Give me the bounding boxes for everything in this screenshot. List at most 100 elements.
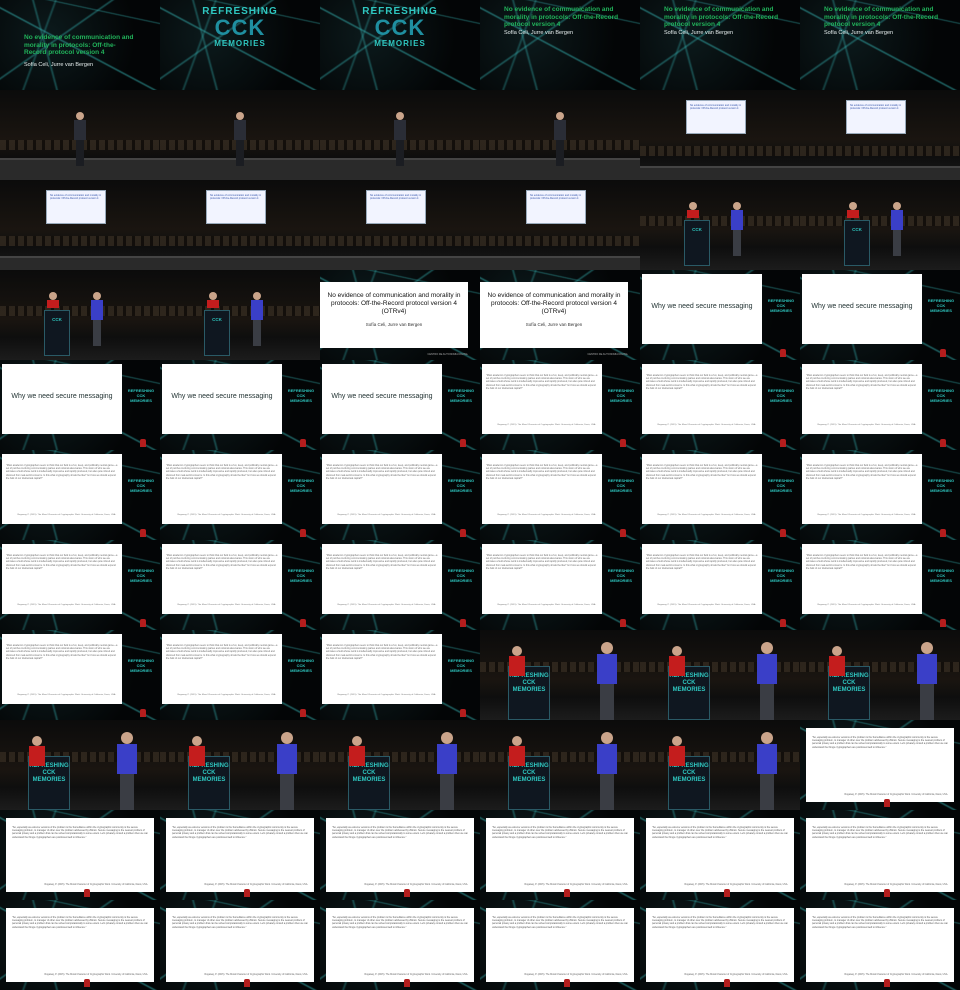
frame-logo[interactable]: REFRESHING CCK MEMORIES [320, 0, 480, 90]
frame-quote-slide[interactable]: "Most academic cryptographers seem to th… [0, 630, 160, 720]
frame-title-green[interactable]: No evidence of communication and moralit… [800, 0, 960, 90]
event-logo-small: REFRESHING CCK MEMORIES [927, 298, 955, 313]
quote-slide: "So, especially as extreme versions of t… [326, 818, 474, 892]
frame-quote-slide[interactable]: "Most academic cryptographers seem to th… [320, 450, 480, 540]
frame-quote-slide-2[interactable]: "So, especially as extreme versions of t… [160, 900, 320, 990]
frame-stage-screen[interactable]: No evidence of communication and moralit… [160, 180, 320, 270]
frame-quote-slide[interactable]: "Most academic cryptographers seem to th… [640, 540, 800, 630]
frame-podium-close[interactable]: REFRESHING CCK MEMORIES [320, 720, 480, 810]
frame-quote-slide[interactable]: "Most academic cryptographers seem to th… [160, 630, 320, 720]
frame-title-green[interactable]: No evidence of communication and moralit… [480, 0, 640, 90]
speaker-figure [554, 112, 566, 166]
quote-reference: Rogaway, P. (2015). The Moral Character … [17, 604, 116, 606]
speaker-inset [884, 889, 890, 897]
frame-quote-slide[interactable]: "Most academic cryptographers seem to th… [320, 540, 480, 630]
frame-podium-close[interactable]: REFRESHING CCK MEMORIES [480, 720, 640, 810]
frame-stage-screen[interactable]: No evidence of communication and moralit… [0, 180, 160, 270]
frame-section-slide[interactable]: Why we need secure messaging REFRESHING C… [800, 270, 960, 360]
frame-quote-slide[interactable]: "Most academic cryptographers seem to th… [160, 450, 320, 540]
event-logo-small: REFRESHING CCK MEMORIES [127, 478, 155, 493]
frame-podium-close[interactable]: REFRESHING CCK MEMORIES [480, 630, 640, 720]
frame-title-green[interactable]: No evidence of communication and moralit… [640, 0, 800, 90]
frame-stage-speaker[interactable] [0, 90, 160, 180]
frame-quote-slide[interactable]: "Most academic cryptographers seem to th… [480, 360, 640, 450]
frame-quote-slide-2[interactable]: "So, especially as extreme versions of t… [0, 810, 160, 900]
frame-podium-close[interactable]: REFRESHING CCK MEMORIES [800, 630, 960, 720]
speaker-inset [84, 889, 90, 897]
frame-podium[interactable]: CCK [0, 270, 160, 360]
frame-quote-slide-2[interactable]: "So, especially as extreme versions of t… [320, 900, 480, 990]
podium: CCK [844, 220, 870, 266]
frame-section-slide[interactable]: Why we need secure messaging REFRESHING C… [160, 360, 320, 450]
podium: CCK [204, 310, 230, 356]
frame-quote-slide[interactable]: "Most academic cryptographers seem to th… [640, 360, 800, 450]
frame-stage-screen[interactable]: No evidence of communication and moralit… [640, 90, 800, 180]
speaker-inset [140, 529, 146, 537]
frame-quote-slide-2[interactable]: "So, especially as extreme versions of t… [800, 720, 960, 810]
event-logo-small: REFRESHING CCK MEMORIES [927, 478, 955, 493]
frame-quote-slide[interactable]: "Most academic cryptographers seem to th… [640, 450, 800, 540]
frame-quote-slide[interactable]: "Most academic cryptographers seem to th… [0, 450, 160, 540]
frame-stage-speaker[interactable] [320, 90, 480, 180]
frame-quote-slide[interactable]: "Most academic cryptographers seem to th… [800, 450, 960, 540]
title-slide: No evidence of communication and moralit… [320, 282, 468, 356]
slide-authors: Sofía Celi, Jurre van Bergen [365, 322, 423, 327]
frame-stage-speaker[interactable] [160, 90, 320, 180]
quote-slide: "Most academic cryptographers seem to th… [642, 544, 762, 614]
quote-text: "So, especially as extreme versions of t… [492, 916, 629, 929]
frame-logo[interactable]: REFRESHING CCK MEMORIES [160, 0, 320, 90]
projection-screen: No evidence of communication and moralit… [686, 100, 746, 134]
frame-section-slide[interactable]: Why we need secure messaging REFRESHING C… [320, 360, 480, 450]
frame-podium[interactable]: CCK [160, 270, 320, 360]
frame-stage-screen[interactable]: No evidence of communication and moralit… [800, 90, 960, 180]
frame-quote-slide[interactable]: "Most academic cryptographers seem to th… [480, 540, 640, 630]
quote-text: "Most academic cryptographers seem to th… [326, 644, 438, 660]
frame-quote-slide-2[interactable]: "So, especially as extreme versions of t… [800, 900, 960, 990]
frame-podium[interactable]: CCK [800, 180, 960, 270]
quote-reference: Rogaway, P. (2015). The Moral Character … [844, 884, 949, 886]
frame-podium-close[interactable]: REFRESHING CCK MEMORIES [640, 630, 800, 720]
frame-podium-close[interactable]: REFRESHING CCK MEMORIES [640, 720, 800, 810]
slide-title: No evidence of communication and moralit… [487, 292, 621, 315]
frame-podium[interactable]: CCK [640, 180, 800, 270]
frame-quote-slide-2[interactable]: "So, especially as extreme versions of t… [0, 900, 160, 990]
frame-title-dark[interactable]: No evidence of communication and moralit… [0, 0, 160, 90]
frame-quote-slide[interactable]: "Most academic cryptographers seem to th… [320, 630, 480, 720]
quote-slide: "So, especially as extreme versions of t… [326, 908, 474, 982]
frame-quote-slide-2[interactable]: "So, especially as extreme versions of t… [320, 810, 480, 900]
speaker-inset [780, 619, 786, 627]
frame-stage-screen[interactable]: No evidence of communication and moralit… [320, 180, 480, 270]
frame-quote-slide-2[interactable]: "So, especially as extreme versions of t… [640, 810, 800, 900]
speaker-inset [300, 709, 306, 717]
frame-quote-slide-2[interactable]: "So, especially as extreme versions of t… [640, 900, 800, 990]
frame-quote-slide-2[interactable]: "So, especially as extreme versions of t… [480, 810, 640, 900]
frame-quote-slide-2[interactable]: "So, especially as extreme versions of t… [160, 810, 320, 900]
quote-reference: Rogaway, P. (2015). The Moral Character … [204, 884, 309, 886]
frame-section-slide[interactable]: Why we need secure messaging REFRESHING C… [0, 360, 160, 450]
frame-title-slide[interactable]: No evidence of communication and moralit… [320, 270, 480, 360]
frame-quote-slide[interactable]: "Most academic cryptographers seem to th… [800, 540, 960, 630]
frame-title-slide[interactable]: No evidence of communication and moralit… [480, 270, 640, 360]
event-logo-small: REFRESHING CCK MEMORIES [447, 568, 475, 583]
speaker-figure [394, 112, 406, 166]
frame-quote-slide[interactable]: "Most academic cryptographers seem to th… [800, 360, 960, 450]
frame-quote-slide[interactable]: "Most academic cryptographers seem to th… [160, 540, 320, 630]
speaker-inset [460, 709, 466, 717]
frame-section-slide[interactable]: Why we need secure messaging REFRESHING C… [640, 270, 800, 360]
frame-stage-screen[interactable]: No evidence of communication and moralit… [480, 180, 640, 270]
quote-slide: "So, especially as extreme versions of t… [806, 908, 954, 982]
frame-quote-slide-2[interactable]: "So, especially as extreme versions of t… [800, 810, 960, 900]
frame-podium-close[interactable]: REFRESHING CCK MEMORIES [160, 720, 320, 810]
frame-quote-slide-2[interactable]: "So, especially as extreme versions of t… [480, 900, 640, 990]
frame-stage-speaker[interactable] [480, 90, 640, 180]
speaker-inset [620, 619, 626, 627]
frame-quote-slide[interactable]: "Most academic cryptographers seem to th… [480, 450, 640, 540]
speaker-woman [349, 736, 365, 766]
quote-slide: "Most academic cryptographers seem to th… [642, 364, 762, 434]
speaker-inset [724, 889, 730, 897]
frame-podium-close[interactable]: REFRESHING CCK MEMORIES [0, 720, 160, 810]
speaker-man [251, 292, 263, 346]
frame-quote-slide[interactable]: "Most academic cryptographers seem to th… [0, 540, 160, 630]
speaker-woman [189, 736, 205, 766]
speaker-woman [669, 736, 685, 766]
